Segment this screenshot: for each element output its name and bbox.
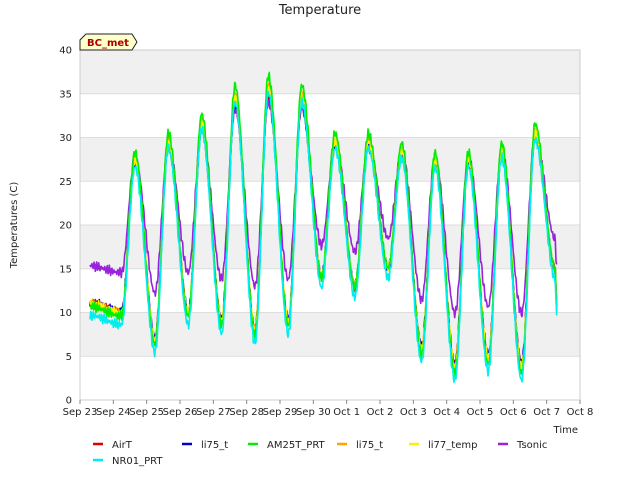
y-tick-label: 40 xyxy=(59,46,72,57)
badge-shape xyxy=(79,33,138,51)
legend-label: li77_temp xyxy=(428,440,477,451)
y-tick-label: 35 xyxy=(59,89,72,100)
y-tick-label: 5 xyxy=(66,352,72,363)
y-tick-label: 15 xyxy=(59,264,72,275)
x-tick-label: Sep 27 xyxy=(196,407,231,418)
y-axis-ticks: 0 5 10 15 20 25 30 35 40 xyxy=(59,46,72,407)
x-tick-label: Sep 25 xyxy=(129,407,164,418)
background-band xyxy=(80,50,580,94)
x-tick-label: Oct 5 xyxy=(467,407,494,418)
x-tick-label: Oct 2 xyxy=(367,407,394,418)
y-tick-label: 20 xyxy=(59,221,72,232)
y-tick-label: 25 xyxy=(59,177,72,188)
x-tick-label: Oct 1 xyxy=(333,407,360,418)
x-tick-label: Oct 8 xyxy=(567,407,594,418)
x-tick-label: Sep 28 xyxy=(229,407,264,418)
x-tick-label: Sep 24 xyxy=(96,407,131,418)
background-band xyxy=(80,268,580,313)
legend-label: NR01_PRT xyxy=(112,456,163,467)
background-band xyxy=(80,93,580,138)
x-tick-label: Oct 7 xyxy=(533,407,560,418)
x-tick-label: Oct 6 xyxy=(500,407,527,418)
legend-label: li75_t xyxy=(356,440,383,451)
x-tick-label: Oct 4 xyxy=(433,407,460,418)
chart-title: Temperature xyxy=(278,3,361,18)
background-band xyxy=(80,225,580,269)
x-tick-label: Sep 29 xyxy=(263,407,298,418)
x-tick-label: Sep 26 xyxy=(163,407,198,418)
legend: AirT NR01_PRT li75_t AM25T_PRT li75_t li77_te… xyxy=(93,440,547,467)
series-lines xyxy=(89,71,558,384)
x-tick-label: Oct 3 xyxy=(400,407,427,418)
site-badge: BC_met xyxy=(79,33,138,51)
series-line-nr01_prt xyxy=(89,90,558,384)
x-tick-label: Sep 30 xyxy=(296,407,331,418)
y-axis-label: Temperatures (C) xyxy=(9,182,20,270)
legend-label: li75_t xyxy=(201,440,228,451)
x-axis-label: Time xyxy=(553,425,578,436)
y-tick-label: 10 xyxy=(59,308,72,319)
legend-label: AirT xyxy=(112,440,133,451)
y-tick-label: 30 xyxy=(59,133,72,144)
legend-label: AM25T_PRT xyxy=(267,440,326,451)
legend-label: Tsonic xyxy=(516,440,547,451)
background-band xyxy=(80,312,580,357)
background-band xyxy=(80,356,580,400)
badge-text: BC_met xyxy=(87,38,129,49)
plot-area-frame xyxy=(79,49,581,401)
y-tick-label: 0 xyxy=(66,396,72,407)
x-tick-label: Sep 23 xyxy=(63,407,98,418)
